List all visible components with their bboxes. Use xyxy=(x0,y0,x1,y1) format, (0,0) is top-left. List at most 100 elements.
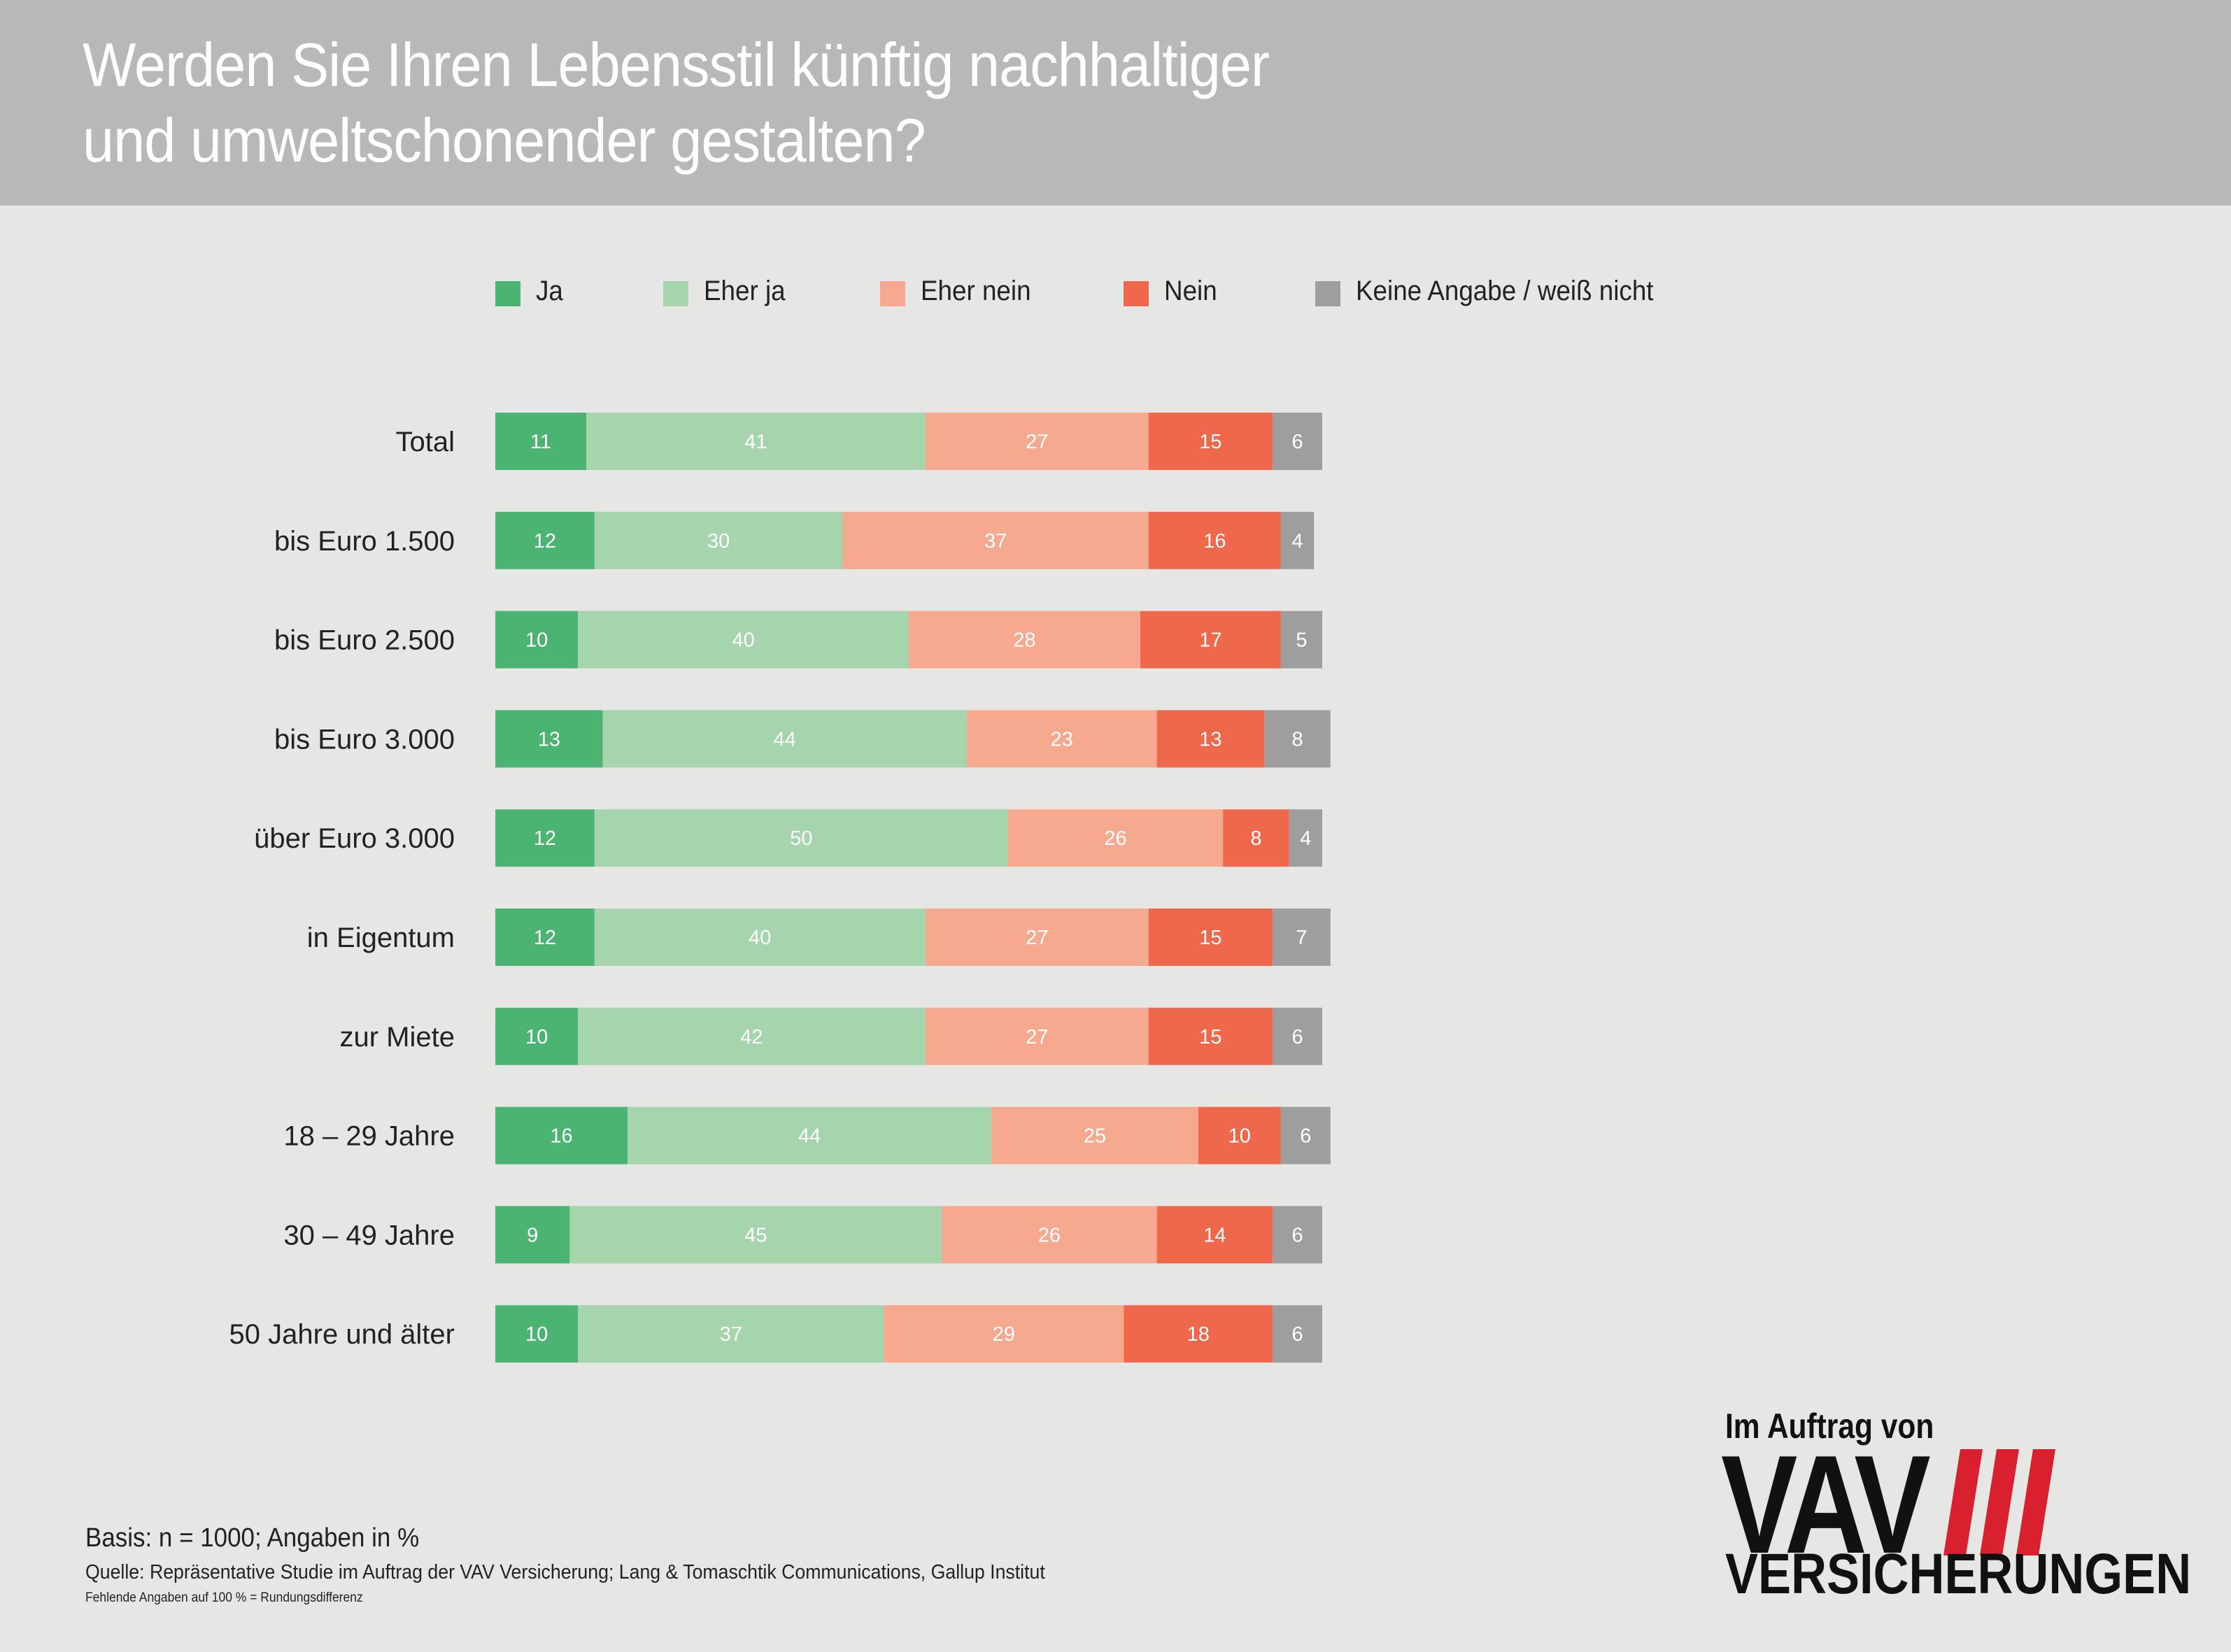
category-label: bis Euro 3.000 xyxy=(274,724,455,755)
bar-segment-ja xyxy=(495,1007,579,1065)
bar-row-über-euro-3-000: über Euro 3.000 12 50 26 8 4 xyxy=(254,809,1322,867)
data-label: 26 xyxy=(1104,827,1126,850)
category-label: bis Euro 2.500 xyxy=(274,625,455,656)
category-label: 50 Jahre und älter xyxy=(229,1319,455,1350)
bar-row-in-eigentum: in Eigentum 12 40 27 15 7 xyxy=(307,909,1331,966)
page-title-line-1: Werden Sie Ihren Lebensstil künftig nach… xyxy=(83,30,1270,99)
legend-swatch-nein xyxy=(1124,281,1149,306)
category-label: zur Miete xyxy=(340,1022,455,1053)
bar-segment-keine-angabe-weiß-nicht xyxy=(1273,909,1331,966)
category-label: 30 – 49 Jahre xyxy=(283,1220,455,1251)
legend-label-keine-angabe: Keine Angabe / weiß nicht xyxy=(1356,276,1654,306)
bar-segment-nein xyxy=(1148,413,1273,470)
bar-segment-keine-angabe-weiß-nicht xyxy=(1273,1305,1322,1363)
bar-row-50-jahre-und-älter: 50 Jahre und älter 10 37 29 18 6 xyxy=(229,1305,1322,1363)
bar-segment-ja xyxy=(495,511,595,569)
data-label: 42 xyxy=(740,1026,763,1048)
chart-legend: Ja Eher ja Eher nein Nein Keine Angabe /… xyxy=(0,271,2231,313)
data-label: 26 xyxy=(1038,1224,1061,1246)
data-label: 44 xyxy=(774,728,796,750)
bar-segment-keine-angabe-weiß-nicht xyxy=(1280,511,1315,569)
data-label: 15 xyxy=(1199,431,1221,453)
bar-segment-eher-ja xyxy=(628,1106,992,1165)
legend-swatch-keine-angabe xyxy=(1315,281,1340,306)
bar-segment-ja xyxy=(495,413,587,470)
data-label: 9 xyxy=(527,1224,538,1246)
legend-label-ja: Ja xyxy=(536,276,563,306)
bar-segment-eher-nein xyxy=(942,1206,1157,1264)
bar-segment-eher-nein xyxy=(842,511,1149,569)
bar-segment-nein xyxy=(1148,909,1273,966)
bar-segment-eher-ja xyxy=(602,710,967,768)
data-label: 6 xyxy=(1291,1026,1303,1048)
logo-stripes-icon xyxy=(1943,1449,2055,1555)
data-label: 10 xyxy=(525,1026,548,1048)
category-label: 18 – 29 Jahre xyxy=(283,1121,455,1152)
category-label: über Euro 3.000 xyxy=(254,823,455,854)
data-label: 29 xyxy=(993,1323,1015,1346)
bar-segment-ja xyxy=(495,909,595,966)
data-label: 6 xyxy=(1291,1323,1303,1346)
logo-subtitle: VERSICHERUNGEN xyxy=(1725,1542,2192,1606)
data-label: 15 xyxy=(1199,927,1221,949)
data-label: 27 xyxy=(1026,431,1048,453)
logo-brand: VAV xyxy=(1721,1427,1931,1583)
data-label: 28 xyxy=(1013,629,1035,652)
data-label: 6 xyxy=(1300,1125,1311,1148)
bar-segment-eher-nein xyxy=(884,1305,1124,1363)
logo-tagline: Im Auftrag von xyxy=(1725,1407,1934,1446)
page-title-line-2: und umweltschonender gestalten? xyxy=(83,106,926,175)
data-label: 37 xyxy=(720,1323,742,1346)
bar-row-bis-euro-3-000: bis Euro 3.000 13 44 23 13 8 xyxy=(274,710,1331,768)
bar-row-zur-miete: zur Miete 10 42 27 15 6 xyxy=(340,1007,1322,1065)
bar-segment-eher-nein xyxy=(925,1007,1149,1065)
bar-segment-eher-ja xyxy=(569,1206,942,1264)
bar-segment-nein xyxy=(1223,809,1289,867)
bar-segment-ja xyxy=(495,1106,628,1165)
bar-segment-eher-nein xyxy=(966,710,1157,768)
bar-segment-eher-ja xyxy=(594,909,926,966)
data-label: 50 xyxy=(790,827,812,850)
data-label: 10 xyxy=(1228,1125,1251,1148)
bar-segment-eher-ja xyxy=(586,413,926,470)
data-label: 7 xyxy=(1296,927,1307,949)
data-label: 12 xyxy=(534,530,556,553)
data-label: 10 xyxy=(525,1323,548,1346)
data-label: 45 xyxy=(744,1224,767,1246)
data-label: 13 xyxy=(1199,728,1221,750)
bar-row-bis-euro-1-500: bis Euro 1.500 12 30 37 16 4 xyxy=(274,511,1315,569)
bar-row-total: Total 11 41 27 15 6 xyxy=(396,413,1322,470)
data-label: 4 xyxy=(1291,530,1303,553)
bar-row-18-29-jahre: 18 – 29 Jahre 16 44 25 10 6 xyxy=(283,1106,1331,1165)
data-label: 12 xyxy=(534,927,556,949)
bar-segment-nein xyxy=(1148,511,1281,569)
data-label: 12 xyxy=(534,827,556,850)
bar-segment-keine-angabe-weiß-nicht xyxy=(1273,1007,1322,1065)
bar-segment-eher-ja xyxy=(578,1007,926,1065)
data-label: 16 xyxy=(1203,530,1226,553)
legend-label-eher-ja: Eher ja xyxy=(704,276,786,306)
rounding-footnote: Fehlende Angaben auf 100 % = Rundungsdif… xyxy=(85,1590,363,1605)
data-label: 40 xyxy=(749,927,771,949)
category-label: bis Euro 1.500 xyxy=(274,526,455,557)
bar-segment-nein xyxy=(1156,1206,1273,1264)
bar-segment-ja xyxy=(495,710,603,768)
data-label: 11 xyxy=(530,431,551,453)
data-label: 27 xyxy=(1026,927,1048,949)
data-label: 16 xyxy=(550,1125,572,1148)
data-label: 5 xyxy=(1296,629,1307,652)
bar-segment-keine-angabe-weiß-nicht xyxy=(1273,413,1322,470)
data-label: 41 xyxy=(744,431,767,453)
data-label: 23 xyxy=(1051,728,1073,750)
bar-segment-eher-ja xyxy=(578,1305,884,1363)
bar-segment-eher-ja xyxy=(594,809,1008,867)
data-label: 8 xyxy=(1250,827,1261,850)
data-label: 4 xyxy=(1300,827,1311,850)
data-label: 14 xyxy=(1203,1224,1226,1246)
bar-segment-nein xyxy=(1148,1007,1273,1065)
logo-stripe-1 xyxy=(1943,1449,1983,1555)
bar-segment-eher-ja xyxy=(578,611,909,669)
bar-segment-eher-ja xyxy=(594,511,843,569)
bar-segment-ja xyxy=(495,1305,579,1363)
